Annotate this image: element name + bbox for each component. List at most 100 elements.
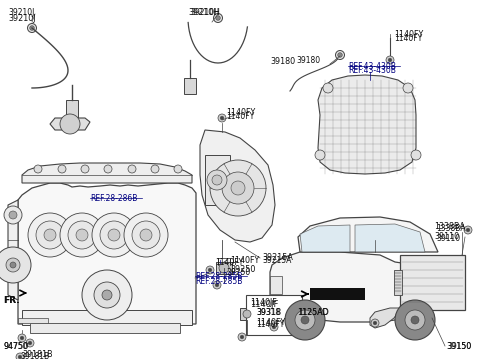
- Circle shape: [100, 221, 128, 249]
- Polygon shape: [355, 224, 425, 252]
- Circle shape: [238, 333, 246, 341]
- Ellipse shape: [133, 172, 141, 176]
- Text: 39210H: 39210H: [188, 8, 219, 17]
- Bar: [30, 323, 180, 333]
- Text: 39180: 39180: [296, 56, 320, 65]
- Text: 1140JF: 1140JF: [250, 298, 277, 307]
- Polygon shape: [8, 200, 18, 300]
- Circle shape: [30, 26, 34, 30]
- Circle shape: [270, 323, 278, 331]
- Circle shape: [218, 114, 226, 122]
- Circle shape: [208, 268, 212, 272]
- Circle shape: [315, 150, 325, 160]
- Text: 39150: 39150: [446, 342, 471, 351]
- Text: 1338BA: 1338BA: [436, 224, 466, 233]
- Circle shape: [6, 258, 20, 272]
- Circle shape: [34, 165, 42, 173]
- Circle shape: [466, 228, 470, 232]
- Polygon shape: [318, 75, 416, 174]
- Ellipse shape: [110, 172, 118, 176]
- Circle shape: [336, 51, 345, 60]
- Circle shape: [132, 221, 160, 249]
- Text: 1140FY: 1140FY: [256, 318, 285, 327]
- Text: 1125AD: 1125AD: [297, 308, 329, 317]
- Text: REF.43-430B: REF.43-430B: [348, 62, 396, 71]
- Circle shape: [219, 263, 229, 273]
- Circle shape: [92, 213, 136, 257]
- Circle shape: [212, 175, 222, 185]
- Circle shape: [214, 14, 223, 23]
- Circle shape: [128, 165, 136, 173]
- Circle shape: [81, 165, 89, 173]
- Circle shape: [104, 165, 112, 173]
- Text: 94750: 94750: [3, 342, 28, 351]
- Circle shape: [0, 247, 31, 283]
- Circle shape: [240, 335, 244, 339]
- Circle shape: [26, 339, 34, 347]
- Circle shape: [386, 56, 394, 64]
- Circle shape: [36, 221, 64, 249]
- Circle shape: [20, 336, 24, 340]
- Text: 39181B: 39181B: [22, 350, 53, 359]
- Circle shape: [464, 226, 472, 234]
- Circle shape: [411, 150, 421, 160]
- Text: 39150: 39150: [447, 342, 471, 351]
- Circle shape: [151, 165, 159, 173]
- Bar: [246, 295, 302, 335]
- Text: 1338BA: 1338BA: [434, 222, 465, 231]
- Circle shape: [28, 341, 32, 345]
- Circle shape: [140, 229, 152, 241]
- Text: 94750: 94750: [3, 342, 27, 351]
- Circle shape: [102, 290, 112, 300]
- Text: REF.43-430B: REF.43-430B: [348, 66, 396, 75]
- Ellipse shape: [156, 172, 164, 176]
- Circle shape: [210, 160, 266, 216]
- Circle shape: [323, 83, 333, 93]
- Circle shape: [58, 165, 66, 173]
- Text: 39210H: 39210H: [190, 8, 220, 17]
- Circle shape: [174, 165, 182, 173]
- Polygon shape: [50, 118, 90, 130]
- Text: 1140JF: 1140JF: [250, 300, 278, 309]
- Circle shape: [403, 83, 413, 93]
- Bar: [205, 155, 230, 205]
- Circle shape: [60, 114, 80, 134]
- Circle shape: [231, 181, 245, 195]
- Bar: [394, 270, 402, 295]
- Circle shape: [405, 310, 425, 330]
- Circle shape: [60, 213, 104, 257]
- Circle shape: [76, 229, 88, 241]
- Circle shape: [94, 282, 120, 308]
- Text: 1140FY: 1140FY: [230, 256, 259, 265]
- Bar: [310, 288, 365, 300]
- Text: 1140FY: 1140FY: [226, 108, 255, 117]
- Text: 39250: 39250: [230, 265, 255, 274]
- Text: 1125AD: 1125AD: [298, 308, 328, 317]
- Text: 39180: 39180: [270, 57, 295, 66]
- Circle shape: [28, 213, 72, 257]
- Circle shape: [395, 300, 435, 340]
- Text: 1140FY: 1140FY: [226, 112, 254, 121]
- Ellipse shape: [41, 172, 49, 176]
- Circle shape: [272, 325, 276, 329]
- Circle shape: [44, 229, 56, 241]
- Circle shape: [216, 16, 220, 20]
- Circle shape: [301, 316, 309, 324]
- Circle shape: [16, 353, 24, 359]
- Polygon shape: [18, 183, 196, 324]
- Text: FR.: FR.: [3, 296, 20, 305]
- Text: 1140FY: 1140FY: [256, 320, 284, 329]
- Polygon shape: [22, 163, 192, 183]
- Circle shape: [222, 172, 254, 204]
- Bar: [22, 310, 192, 325]
- Circle shape: [4, 206, 22, 224]
- Text: REF.28-285B: REF.28-285B: [195, 272, 242, 281]
- Bar: [400, 255, 465, 310]
- Circle shape: [207, 170, 227, 190]
- Text: 39210J: 39210J: [8, 8, 35, 17]
- Text: 39110: 39110: [436, 234, 460, 243]
- Text: 39215A: 39215A: [262, 253, 293, 262]
- Text: REF.28-285B: REF.28-285B: [195, 277, 242, 286]
- Ellipse shape: [87, 172, 95, 176]
- Circle shape: [285, 300, 325, 340]
